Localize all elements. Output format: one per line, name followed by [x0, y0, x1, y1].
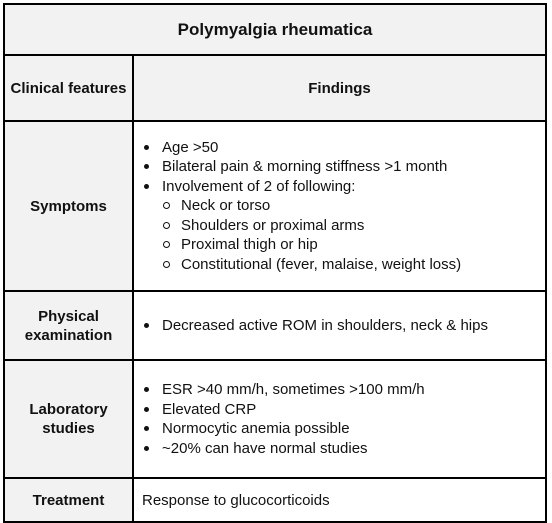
sublist-item: Proximal thigh or hip — [162, 235, 545, 255]
list-item: Age >50 — [142, 138, 545, 158]
list-item-label: Involvement of 2 of following: — [162, 177, 356, 195]
physical-findings: Decreased active ROM in shoulders, neck … — [132, 290, 547, 361]
list-item: Normocytic anemia possible — [142, 419, 545, 439]
laboratory-list: ESR >40 mm/h, sometimes >100 mm/h Elevat… — [142, 380, 545, 458]
sublist-item: Shoulders or proximal arms — [162, 216, 545, 236]
header-findings: Findings — [132, 54, 547, 122]
pmr-summary-table: Polymyalgia rheumatica Clinical features… — [3, 3, 547, 523]
row-label-laboratory-studies: Laboratory studies — [3, 359, 134, 479]
header-clinical-features: Clinical features — [3, 54, 134, 122]
physical-list: Decreased active ROM in shoulders, neck … — [142, 316, 545, 336]
list-item: Elevated CRP — [142, 400, 545, 420]
row-label-symptoms: Symptoms — [3, 120, 134, 292]
list-item: Involvement of 2 of following: Neck or t… — [142, 177, 545, 275]
list-item: ~20% can have normal studies — [142, 439, 545, 459]
list-item: Bilateral pain & morning stiffness >1 mo… — [142, 157, 545, 177]
symptoms-list: Age >50 Bilateral pain & morning stiffne… — [142, 138, 545, 275]
symptoms-sublist: Neck or torso Shoulders or proximal arms… — [162, 196, 545, 274]
row-label-treatment: Treatment — [3, 477, 134, 523]
table-title: Polymyalgia rheumatica — [3, 3, 547, 56]
sublist-item: Constitutional (fever, malaise, weight l… — [162, 255, 545, 275]
treatment-finding: Response to glucocorticoids — [132, 477, 547, 523]
symptoms-findings: Age >50 Bilateral pain & morning stiffne… — [132, 120, 547, 292]
list-item: Decreased active ROM in shoulders, neck … — [142, 316, 545, 336]
list-item: ESR >40 mm/h, sometimes >100 mm/h — [142, 380, 545, 400]
row-label-physical-examination: Physical examination — [3, 290, 134, 361]
sublist-item: Neck or torso — [162, 196, 545, 216]
laboratory-findings: ESR >40 mm/h, sometimes >100 mm/h Elevat… — [132, 359, 547, 479]
